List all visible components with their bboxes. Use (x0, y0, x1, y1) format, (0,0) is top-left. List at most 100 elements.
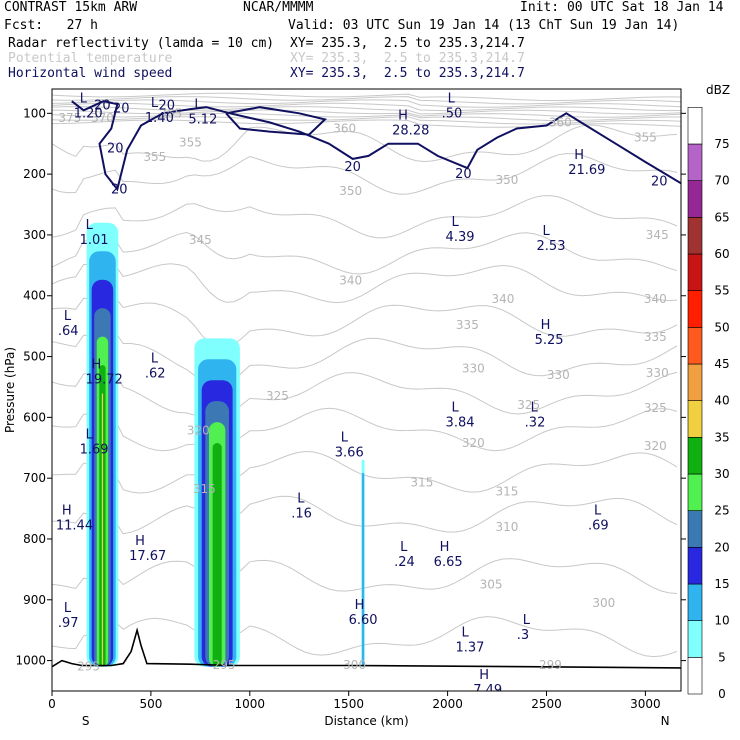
extremum-marker: L (400, 540, 408, 555)
theta-label: 355 (143, 150, 166, 164)
plot-area: 375 370 365 360 360 355 355 355 350 350 345 345 340 3… (52, 91, 681, 698)
y-tick-label: 300 (23, 228, 46, 242)
extremum-marker: L (64, 601, 72, 616)
theta-isentrope (52, 124, 678, 163)
colorbar-swatch (687, 657, 703, 695)
theta-label: 315 (193, 482, 216, 496)
extremum-marker: L (452, 400, 460, 415)
theta-isentrope-upper (52, 99, 681, 108)
organization-label: NCAR/MMMM (243, 0, 314, 15)
x-tick-label: 1500 (333, 697, 364, 711)
theta-label: 330 (547, 368, 570, 382)
extremum-marker: L (543, 224, 551, 239)
theta-label: 335 (644, 330, 667, 344)
wind-label: 20 (111, 182, 128, 197)
theta-label: 325 (644, 401, 667, 415)
theta-label: 325 (266, 389, 289, 403)
extremum-value: .16 (291, 506, 312, 521)
colorbar-label: 45 (714, 357, 729, 371)
field-reflectivity: Radar reflectivity (lamda = 10 cm) (8, 36, 275, 51)
extremum-marker: L (80, 91, 88, 106)
colorbar-label: 50 (714, 320, 729, 334)
extremum-marker: L (151, 352, 159, 367)
colorbar-label: 15 (714, 577, 729, 591)
x-axis-label: Distance (km) (324, 714, 408, 728)
north-label: N (661, 714, 670, 728)
wind-speed-contour (71, 100, 681, 192)
valid-time: Valid: 03 UTC Sun 19 Jan 14 (13 ChT Sun … (288, 18, 680, 33)
colorbar-swatch (687, 290, 703, 328)
theta-label: 295 (213, 658, 236, 672)
theta-isentrope (52, 407, 678, 452)
extremum-marker: L (461, 625, 469, 640)
extremum-value: 11.44 (56, 519, 93, 534)
extremum-value: 7.49 (473, 683, 502, 698)
theta-label: 355 (179, 136, 202, 150)
colorbar-swatch (687, 473, 703, 511)
colorbar-label: 30 (714, 467, 729, 481)
extremum-marker: L (151, 96, 159, 111)
y-tick-label: 700 (23, 471, 46, 485)
extremum-marker: L (64, 309, 72, 324)
theta-label: 320 (462, 436, 485, 450)
extremum-value: 4.39 (446, 230, 475, 245)
extremum-value: .62 (145, 367, 166, 382)
theta-isentrope-upper (52, 102, 681, 112)
colorbar-swatch (687, 547, 703, 585)
colorbar-swatch (687, 217, 703, 255)
colorbar-label: 35 (714, 430, 729, 444)
wind-label: 20 (158, 98, 175, 113)
extremum-value: 3.84 (446, 415, 475, 430)
x-tick-label: 1000 (235, 697, 266, 711)
colorbar-label: 5 (718, 650, 726, 664)
extremum-value: 1.20 (74, 106, 103, 121)
y-tick-label: 900 (23, 593, 46, 607)
extremum-marker: H (62, 504, 72, 519)
theta-isentrope (52, 231, 678, 275)
theta-label: 320 (187, 424, 210, 438)
extremum-marker: L (523, 613, 531, 628)
terrain-line (52, 627, 681, 669)
colorbar-label: 65 (714, 210, 729, 224)
colorbar-swatch (687, 363, 703, 401)
extremum-marker: L (448, 91, 456, 106)
theta-isentrope (52, 331, 678, 389)
theta-label: 330 (462, 362, 485, 376)
field-theta: Potential temperature (8, 51, 173, 66)
theta-label: 300 (343, 658, 366, 672)
colorbar-label: 10 (714, 614, 729, 628)
field-theta-xy: XY= 235.3, 2.5 to 235.3,214.7 (290, 51, 525, 66)
y-tick-label: 600 (23, 410, 46, 424)
theta-label: 325 (517, 398, 540, 412)
theta-isentrope-upper (52, 119, 681, 128)
theta-label: 345 (189, 233, 212, 247)
extremum-value: 5.25 (535, 333, 564, 348)
theta-label: 295 (77, 660, 100, 674)
colorbar-label: 25 (714, 504, 729, 518)
colorbar-label: 20 (714, 540, 729, 554)
extremum-value: 21.69 (568, 163, 605, 178)
theta-label: 299 (539, 658, 562, 672)
field-wind-xy: XY= 235.3, 2.5 to 235.3,214.7 (290, 66, 525, 81)
theta-isentrope-upper (52, 109, 681, 118)
colorbar-label: 40 (714, 394, 729, 408)
extremum-marker: H (479, 668, 489, 683)
x-tick-label: 2000 (432, 697, 463, 711)
colorbar-swatch (687, 143, 703, 181)
x-tick-label: 2500 (531, 697, 562, 711)
theta-label: 350 (495, 173, 518, 187)
wind-label: 20 (651, 174, 668, 189)
theta-isentrope (52, 152, 678, 195)
theta-isentrope (52, 495, 678, 535)
extremum-marker: L (86, 218, 94, 233)
extremum-marker: L (194, 97, 202, 112)
extremum-value: 17.67 (129, 549, 166, 564)
theta-isentrope (52, 296, 678, 349)
plot-frame (51, 88, 682, 692)
colorbar-label: 55 (714, 284, 729, 298)
theta-label: 340 (492, 292, 515, 306)
theta-label: 360 (333, 122, 356, 136)
wind-label: 20 (344, 160, 361, 175)
colorbar-label: 60 (714, 247, 729, 261)
